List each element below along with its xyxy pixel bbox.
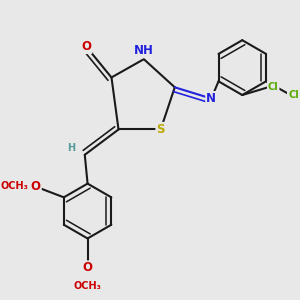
Text: O: O (31, 180, 41, 193)
Text: NH: NH (134, 44, 154, 57)
Text: S: S (157, 123, 165, 136)
Text: Cl: Cl (268, 82, 279, 92)
Text: O: O (81, 40, 91, 53)
Text: O: O (82, 262, 93, 275)
Text: H: H (67, 143, 75, 153)
Text: N: N (206, 92, 216, 105)
Text: Cl: Cl (289, 90, 299, 100)
Text: OCH₃: OCH₃ (1, 181, 28, 191)
Text: OCH₃: OCH₃ (74, 281, 101, 291)
